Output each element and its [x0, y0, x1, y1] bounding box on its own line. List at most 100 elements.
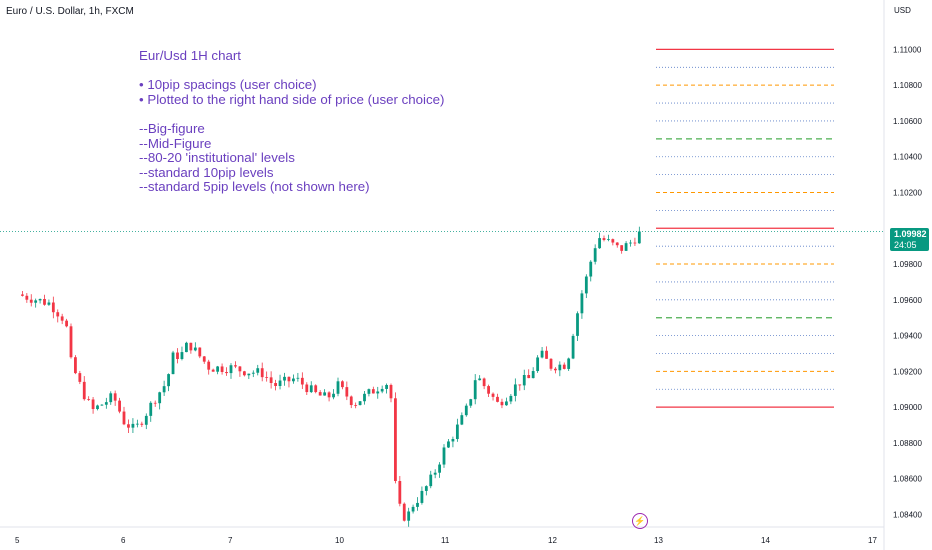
price-tick-label: 1.10800: [893, 81, 922, 90]
candle-down: [21, 294, 24, 296]
candle-up: [464, 405, 468, 416]
candle-down: [496, 396, 499, 402]
candle-down: [265, 377, 269, 378]
candle-up: [433, 472, 437, 475]
candle-up: [509, 395, 513, 402]
candle-down: [389, 384, 393, 399]
candle-down: [545, 350, 548, 359]
candle-up: [589, 261, 593, 277]
candle-down: [198, 347, 202, 357]
candle-down: [345, 387, 349, 397]
candle-down: [398, 481, 402, 504]
time-tick-label: 10: [335, 536, 344, 545]
time-tick-label: 6: [121, 536, 126, 545]
candle-up: [96, 405, 99, 410]
candle-down: [615, 242, 619, 246]
candle-up: [576, 313, 579, 336]
price-tick-label: 1.08800: [893, 439, 922, 448]
candle-down: [633, 242, 637, 244]
candle-up: [438, 464, 441, 473]
time-tick-label: 7: [228, 536, 233, 545]
candle-down: [176, 352, 179, 359]
candle-down: [354, 405, 358, 406]
candle-up: [442, 447, 446, 465]
candle-up: [637, 231, 641, 244]
price-tick-label: 1.09600: [893, 296, 922, 305]
candle-down: [113, 393, 117, 401]
candle-up: [363, 393, 366, 402]
candle-down: [562, 364, 566, 369]
candle-down: [611, 239, 615, 243]
candle-down: [269, 377, 273, 384]
candle-up: [34, 300, 38, 303]
candle-up: [429, 474, 433, 487]
candle-up: [296, 377, 300, 379]
candle-up: [171, 352, 175, 375]
candle-down: [491, 393, 495, 397]
candle-up: [580, 293, 584, 314]
candle-down: [69, 326, 73, 358]
candle-up: [416, 502, 419, 507]
candle-down: [153, 402, 157, 404]
candle-up: [180, 352, 184, 359]
candle-up: [247, 373, 251, 376]
candle-up: [540, 350, 544, 358]
candle-down: [211, 369, 215, 372]
time-tick-label: 13: [654, 536, 663, 545]
candle-up: [593, 248, 597, 262]
candle-up: [256, 368, 260, 373]
candle-up: [131, 423, 135, 428]
candle-down: [518, 384, 522, 386]
candle-down: [220, 366, 224, 372]
price-tick-label: 1.09800: [893, 260, 922, 269]
candle-up: [283, 376, 286, 381]
candle-down: [43, 298, 46, 305]
candle-up: [309, 385, 313, 393]
candle-up: [624, 243, 628, 251]
candle-down: [394, 398, 397, 482]
candle-down: [349, 396, 353, 406]
time-tick-label: 17: [868, 536, 877, 545]
candle-up: [531, 371, 535, 379]
candle-up: [251, 372, 255, 374]
candle-down: [274, 383, 277, 386]
candle-up: [376, 391, 380, 394]
candle-down: [140, 423, 144, 425]
candle-down: [225, 371, 228, 374]
candle-down: [341, 381, 344, 388]
price-tick-label: 1.09400: [893, 332, 922, 341]
candle-down: [314, 385, 318, 393]
time-tick-label: 11: [441, 536, 450, 545]
candle-up: [513, 384, 517, 396]
candle-down: [602, 238, 606, 240]
candle-up: [629, 242, 632, 244]
last-price-value: 1.09982: [894, 229, 927, 239]
candle-up: [144, 415, 148, 425]
currency-label[interactable]: USD: [894, 6, 911, 15]
candle-down: [527, 375, 531, 379]
candle-down: [305, 384, 309, 393]
lightning-alert-icon[interactable]: ⚡: [632, 513, 648, 529]
candle-up: [47, 302, 51, 305]
price-tick-label: 1.10200: [893, 189, 922, 198]
candle-up: [571, 335, 575, 359]
candle-up: [367, 389, 371, 394]
candle-up: [380, 388, 384, 392]
candle-down: [25, 295, 29, 300]
candle-down: [482, 378, 486, 387]
candle-up: [567, 358, 571, 369]
candle-up: [149, 402, 153, 416]
candle-up: [135, 423, 139, 425]
candle-up: [109, 393, 113, 403]
candle-up: [522, 375, 526, 386]
candle-up: [162, 386, 166, 393]
candle-up: [598, 238, 601, 249]
candle-down: [202, 356, 206, 362]
candle-up: [607, 239, 610, 240]
candle-up: [158, 392, 162, 404]
candle-up: [420, 490, 424, 503]
candle-up: [460, 415, 464, 425]
price-tick-label: 1.08400: [893, 510, 922, 519]
candle-up: [447, 441, 450, 448]
